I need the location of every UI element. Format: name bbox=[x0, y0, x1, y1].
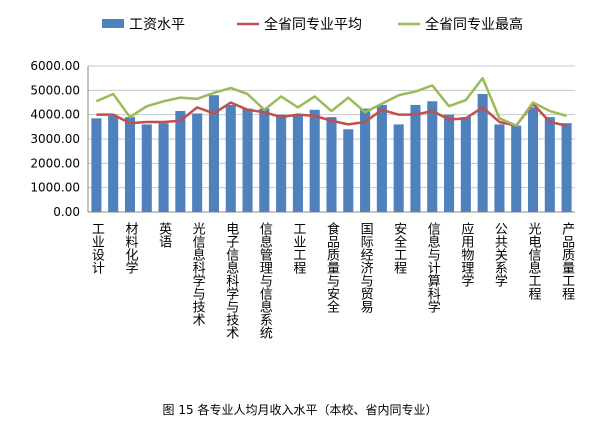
x-tick-label: 电子信息科学与技术 bbox=[223, 222, 239, 339]
y-tick-label: 3000.00 bbox=[30, 132, 80, 146]
y-tick-label: 2000.00 bbox=[30, 156, 80, 170]
legend-label: 全省同专业最高 bbox=[425, 16, 523, 33]
bar bbox=[477, 93, 488, 212]
bar bbox=[444, 114, 455, 212]
x-tick-label: 安全工程 bbox=[391, 222, 407, 275]
line bbox=[95, 76, 567, 127]
x-tick-label: 公共关系学 bbox=[492, 222, 508, 287]
y-tick-label: 6000.00 bbox=[30, 59, 80, 73]
legend-swatch bbox=[102, 19, 124, 28]
bar bbox=[427, 101, 438, 212]
bar bbox=[326, 117, 337, 212]
bar bbox=[360, 108, 371, 212]
bar bbox=[527, 107, 539, 212]
bar bbox=[544, 117, 555, 212]
bar bbox=[225, 104, 236, 212]
bar bbox=[511, 125, 522, 212]
bar bbox=[192, 113, 203, 212]
bar bbox=[158, 123, 169, 212]
bar bbox=[91, 118, 102, 212]
bar bbox=[292, 114, 303, 212]
x-tick-label: 光信息科学与技术 bbox=[190, 222, 206, 326]
x-tick-label: 材料化学 bbox=[122, 222, 138, 274]
bar bbox=[259, 108, 270, 212]
bar bbox=[242, 108, 253, 212]
y-tick-label: 0.00 bbox=[53, 205, 80, 219]
legend-label: 全省同专业平均 bbox=[264, 16, 362, 33]
bar bbox=[561, 123, 572, 212]
x-tick-label: 信息管理与信息系统 bbox=[257, 222, 273, 340]
bar bbox=[124, 117, 136, 212]
x-tick-label: 国际经济与贸易 bbox=[358, 222, 374, 314]
bar bbox=[208, 95, 219, 212]
bar bbox=[494, 124, 505, 212]
bar bbox=[460, 117, 471, 212]
x-tick-label: 工业设计 bbox=[89, 222, 105, 274]
bar bbox=[410, 104, 421, 212]
bar bbox=[108, 115, 119, 212]
caption: 图 15 各专业人均月收入水平（本校、省内同专业） bbox=[163, 402, 438, 417]
x-tick-label: 产品质量工程 bbox=[559, 222, 575, 301]
x-tick-label: 工业工程 bbox=[290, 222, 306, 275]
bar bbox=[141, 124, 152, 212]
y-tick-label: 5000.00 bbox=[30, 83, 80, 97]
bar bbox=[175, 111, 186, 212]
x-tick-label: 应用物理学 bbox=[458, 221, 474, 287]
x-tick-label: 光电信息工程 bbox=[526, 222, 542, 301]
bar bbox=[393, 124, 404, 212]
y-tick-label: 1000.00 bbox=[30, 181, 80, 195]
x-tick-label: 英语 bbox=[156, 222, 172, 248]
bar bbox=[309, 109, 320, 212]
bar bbox=[376, 104, 387, 212]
line bbox=[96, 101, 567, 127]
bar bbox=[343, 129, 354, 212]
bar bbox=[276, 114, 287, 212]
y-tick-label: 4000.00 bbox=[30, 108, 80, 122]
x-tick-label: 食品质量与安全 bbox=[324, 221, 340, 313]
legend-label: 工资水平 bbox=[129, 17, 185, 33]
x-tick-label: 信息与计算科学 bbox=[425, 222, 441, 313]
